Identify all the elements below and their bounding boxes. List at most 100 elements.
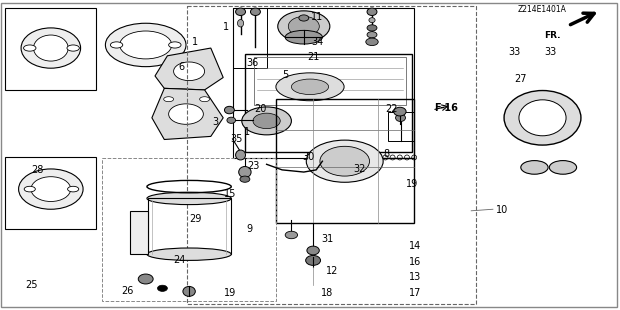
Ellipse shape bbox=[157, 285, 167, 291]
Bar bbox=[102, 158, 276, 301]
Text: 24: 24 bbox=[174, 255, 186, 265]
Text: 1: 1 bbox=[244, 127, 250, 137]
Ellipse shape bbox=[183, 286, 195, 296]
Text: 12: 12 bbox=[326, 266, 338, 276]
Text: 33: 33 bbox=[544, 47, 557, 57]
Text: FR.: FR. bbox=[544, 31, 561, 40]
Text: 34: 34 bbox=[311, 37, 324, 47]
Text: 23: 23 bbox=[247, 161, 259, 171]
Ellipse shape bbox=[299, 15, 309, 21]
Ellipse shape bbox=[169, 104, 203, 124]
Ellipse shape bbox=[519, 100, 566, 136]
Ellipse shape bbox=[240, 176, 250, 182]
Ellipse shape bbox=[521, 161, 548, 174]
Ellipse shape bbox=[68, 186, 79, 192]
Text: Z214E1401A: Z214E1401A bbox=[518, 5, 567, 14]
Text: 17: 17 bbox=[409, 288, 422, 298]
Text: 14: 14 bbox=[409, 241, 422, 251]
Ellipse shape bbox=[169, 42, 181, 48]
Text: 1: 1 bbox=[223, 22, 229, 32]
Bar bbox=[276, 99, 414, 223]
Ellipse shape bbox=[236, 150, 246, 160]
Text: 21: 21 bbox=[307, 52, 319, 62]
Ellipse shape bbox=[285, 231, 298, 239]
Ellipse shape bbox=[105, 23, 186, 67]
Ellipse shape bbox=[367, 8, 377, 16]
Ellipse shape bbox=[278, 11, 330, 42]
Ellipse shape bbox=[31, 177, 71, 202]
Text: 22: 22 bbox=[386, 104, 398, 114]
Ellipse shape bbox=[33, 35, 68, 61]
Text: 31: 31 bbox=[321, 234, 334, 244]
Ellipse shape bbox=[307, 246, 319, 255]
Text: 1: 1 bbox=[192, 37, 198, 47]
Text: 16: 16 bbox=[409, 257, 422, 267]
Text: 27: 27 bbox=[515, 74, 527, 84]
Ellipse shape bbox=[396, 114, 405, 122]
Ellipse shape bbox=[174, 62, 205, 81]
Bar bbox=[245, 54, 412, 152]
Text: 18: 18 bbox=[321, 288, 334, 298]
Bar bbox=[5, 8, 96, 90]
Ellipse shape bbox=[367, 32, 377, 38]
Text: 9: 9 bbox=[247, 224, 253, 234]
Text: 8: 8 bbox=[383, 149, 389, 159]
Text: 20: 20 bbox=[254, 104, 267, 114]
Ellipse shape bbox=[138, 274, 153, 284]
Ellipse shape bbox=[237, 20, 244, 27]
Ellipse shape bbox=[288, 16, 319, 36]
Polygon shape bbox=[152, 88, 223, 140]
Text: 19: 19 bbox=[224, 288, 237, 298]
Bar bbox=[254, 57, 406, 105]
Ellipse shape bbox=[120, 31, 172, 59]
Ellipse shape bbox=[366, 38, 378, 46]
Ellipse shape bbox=[236, 8, 246, 16]
Ellipse shape bbox=[147, 248, 231, 260]
Bar bbox=[130, 211, 148, 254]
Text: 15: 15 bbox=[224, 189, 237, 199]
Ellipse shape bbox=[504, 91, 581, 145]
Text: 19: 19 bbox=[406, 179, 419, 189]
Ellipse shape bbox=[291, 79, 329, 95]
Text: 35: 35 bbox=[231, 134, 243, 144]
Bar bbox=[232, 8, 267, 68]
Bar bbox=[388, 112, 414, 141]
Text: 6: 6 bbox=[179, 62, 185, 72]
Text: eReplacementParts.com: eReplacementParts.com bbox=[187, 146, 433, 164]
Ellipse shape bbox=[253, 113, 280, 129]
Text: 33: 33 bbox=[508, 47, 521, 57]
Text: 29: 29 bbox=[189, 214, 202, 224]
Text: 26: 26 bbox=[121, 286, 133, 296]
Ellipse shape bbox=[242, 107, 291, 135]
Text: 32: 32 bbox=[353, 164, 366, 174]
Bar bbox=[5, 157, 96, 229]
Text: 11: 11 bbox=[311, 12, 324, 22]
Ellipse shape bbox=[110, 42, 123, 48]
Ellipse shape bbox=[200, 97, 210, 102]
Ellipse shape bbox=[276, 73, 344, 101]
Text: 13: 13 bbox=[409, 272, 422, 282]
Ellipse shape bbox=[394, 107, 406, 116]
Bar bbox=[232, 8, 414, 158]
Ellipse shape bbox=[19, 169, 83, 209]
Text: 30: 30 bbox=[303, 152, 315, 162]
Ellipse shape bbox=[343, 162, 358, 174]
Text: 10: 10 bbox=[496, 205, 508, 215]
Bar bbox=[187, 6, 476, 304]
Ellipse shape bbox=[306, 140, 383, 182]
Ellipse shape bbox=[224, 106, 234, 114]
Text: 3: 3 bbox=[212, 117, 218, 127]
Ellipse shape bbox=[320, 146, 370, 176]
Text: 36: 36 bbox=[247, 58, 259, 68]
Bar bbox=[148, 198, 231, 254]
Ellipse shape bbox=[67, 45, 79, 51]
Text: 25: 25 bbox=[25, 280, 37, 290]
Ellipse shape bbox=[147, 192, 231, 205]
Ellipse shape bbox=[250, 8, 260, 16]
Ellipse shape bbox=[367, 25, 377, 31]
Ellipse shape bbox=[227, 117, 236, 123]
Ellipse shape bbox=[21, 28, 81, 68]
Ellipse shape bbox=[24, 186, 35, 192]
Ellipse shape bbox=[239, 166, 251, 178]
Ellipse shape bbox=[306, 255, 321, 265]
